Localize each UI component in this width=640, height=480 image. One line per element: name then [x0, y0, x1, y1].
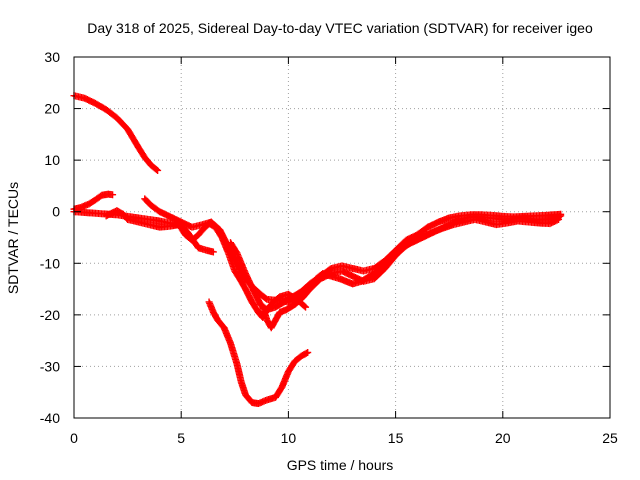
x-tick-label: 10 — [281, 430, 297, 446]
x-tick-label: 20 — [495, 430, 511, 446]
x-tick-label: 5 — [177, 430, 185, 446]
y-tick-label: -10 — [40, 255, 60, 271]
y-tick-label: 30 — [44, 49, 60, 65]
series-track-g — [259, 215, 563, 332]
data-point-marker — [109, 191, 117, 199]
series-track-a — [70, 92, 162, 174]
y-tick-label: 0 — [52, 204, 60, 220]
y-tick-label: 10 — [44, 152, 60, 168]
data-point-marker — [302, 349, 310, 357]
data-point-marker — [154, 166, 162, 174]
tick-labels: 0 5 10 15 20 25 -40 -30 -20 -10 0 10 20 30 — [40, 49, 618, 446]
y-tick-label: 20 — [44, 101, 60, 117]
axis-ticks — [73, 56, 611, 419]
data-point-marker — [153, 166, 161, 174]
x-tick-label: 0 — [70, 430, 78, 446]
x-axis-title: GPS time / hours — [287, 457, 394, 473]
chart-title: Day 318 of 2025, Sidereal Day-to-day VTE… — [87, 20, 593, 36]
data-point-marker — [300, 302, 308, 310]
data-point-marker — [302, 303, 310, 311]
x-tick-label: 15 — [388, 430, 404, 446]
data-point-marker — [557, 210, 565, 218]
data-point-marker — [209, 248, 217, 256]
data-markers — [70, 92, 565, 408]
y-tick-label: -30 — [40, 358, 60, 374]
series-track-h — [205, 298, 312, 408]
plot-frame — [73, 56, 611, 419]
x-tick-label: 25 — [602, 430, 618, 446]
data-point-marker — [555, 215, 563, 223]
y-tick-label: -40 — [40, 410, 60, 426]
series-track-d — [102, 207, 310, 321]
y-tick-label: -20 — [40, 307, 60, 323]
series-track-b — [70, 190, 117, 213]
data-point-marker — [304, 349, 312, 357]
y-axis-title: SDTVAR / TECUs — [5, 182, 21, 294]
